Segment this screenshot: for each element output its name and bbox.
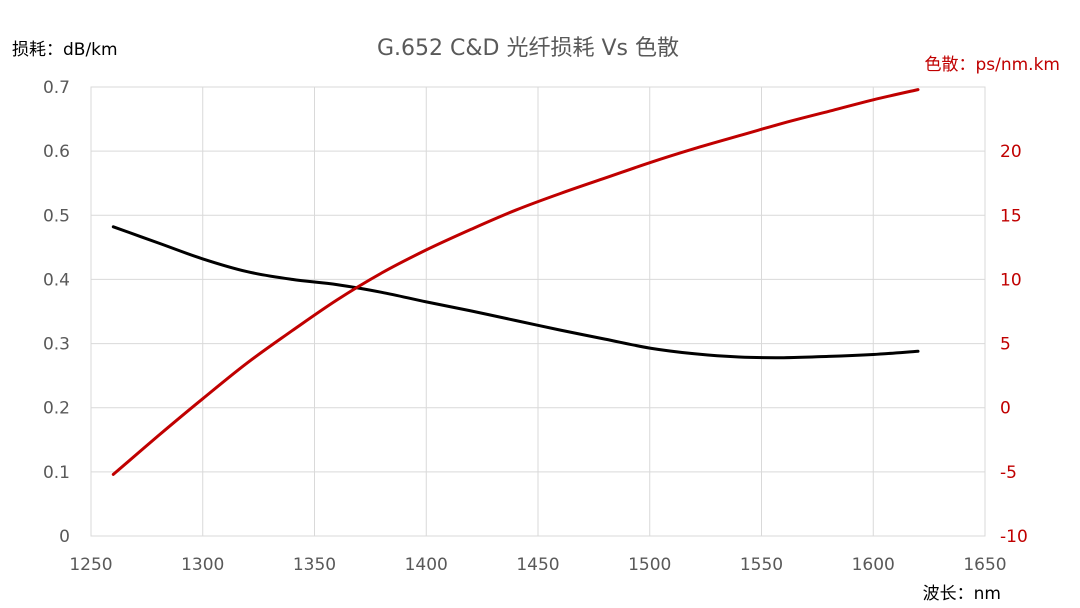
y-left-tick-label: 0.7 — [43, 78, 70, 98]
x-tick-label: 1500 — [628, 555, 671, 575]
x-tick-label: 1650 — [963, 555, 1006, 575]
tick-labels: 1250 1300 1350 1400 1450 1500 1550 1600 165000.1… — [43, 78, 1028, 575]
x-tick-label: 1350 — [293, 555, 336, 575]
y-right-tick-label: -5 — [1000, 463, 1017, 483]
y-left-tick-label: 0 — [59, 527, 70, 547]
plot-area — [90, 86, 986, 537]
x-tick-label: 1250 — [69, 555, 112, 575]
dispersion-line — [111, 88, 920, 476]
series-layer — [111, 88, 920, 476]
x-tick-label: 1300 — [181, 555, 224, 575]
x-tick-label: 1450 — [516, 555, 559, 575]
loss-line — [111, 225, 920, 360]
y-right-tick-label: -10 — [1000, 527, 1028, 547]
y-right-tick-label: 10 — [1000, 270, 1022, 290]
y-left-tick-label: 0.5 — [43, 206, 70, 226]
x-tick-label: 1550 — [740, 555, 783, 575]
grid — [90, 86, 986, 537]
y-left-tick-label: 0.2 — [43, 399, 70, 419]
y-axis-left-label: 损耗：dB/km — [12, 40, 118, 60]
y-left-tick-label: 0.1 — [43, 463, 70, 483]
x-axis-label: 波长：nm — [923, 584, 1001, 604]
y-left-tick-label: 0.6 — [43, 142, 70, 162]
x-tick-label: 1600 — [852, 555, 895, 575]
x-tick-label: 1400 — [405, 555, 448, 575]
chart-title: G.652 C&D 光纤损耗 Vs 色散 — [377, 36, 679, 61]
y-axis-right-label: 色散：ps/nm.km — [924, 55, 1060, 75]
y-right-tick-label: 20 — [1000, 142, 1022, 162]
y-right-tick-label: 0 — [1000, 399, 1011, 419]
y-left-tick-label: 0.3 — [43, 335, 70, 355]
y-left-tick-label: 0.4 — [43, 270, 70, 290]
y-right-tick-label: 15 — [1000, 206, 1022, 226]
y-right-tick-label: 5 — [1000, 335, 1011, 355]
